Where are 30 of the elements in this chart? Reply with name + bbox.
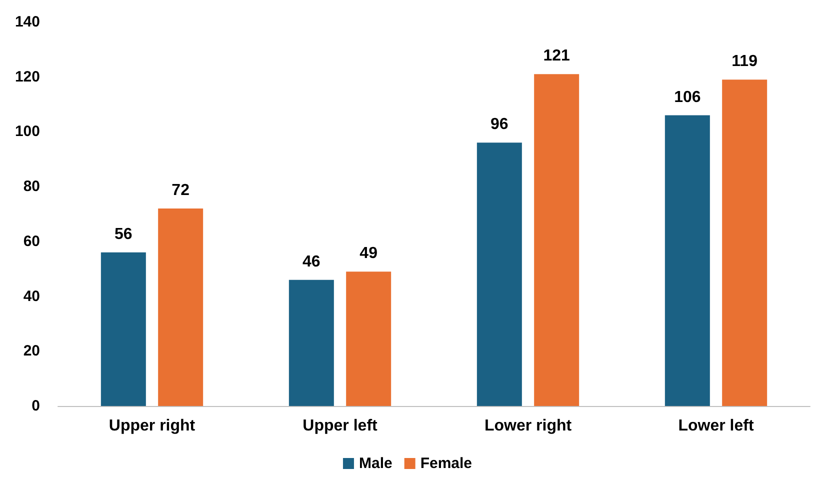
data-label: 119 <box>732 53 758 70</box>
y-tick-label: 60 <box>23 232 40 250</box>
bar <box>288 280 334 406</box>
bar <box>534 74 580 406</box>
bar <box>158 208 204 406</box>
x-tick-label: Upper left <box>302 418 378 434</box>
bar <box>100 252 146 406</box>
bar <box>476 142 522 406</box>
y-tick-label: 20 <box>23 342 40 360</box>
data-label: 106 <box>674 88 701 106</box>
x-tick-label: Lower right <box>484 418 572 434</box>
y-tick-label: 120 <box>14 68 40 86</box>
bar <box>346 272 392 406</box>
legend-label: Male <box>358 455 392 472</box>
y-tick-label: 80 <box>23 178 40 196</box>
data-label: 72 <box>172 182 190 200</box>
y-tick-label: 0 <box>32 398 40 414</box>
y-tick-label: 100 <box>14 123 40 140</box>
legend-label: Female <box>420 455 472 472</box>
x-tick-label: Upper right <box>108 418 196 434</box>
y-tick-label: 40 <box>23 288 40 305</box>
data-label: 46 <box>302 253 320 270</box>
data-label: 96 <box>490 116 508 134</box>
bar <box>722 80 768 406</box>
y-tick-label: 140 <box>14 14 40 30</box>
data-label: 121 <box>543 48 570 65</box>
data-label: 49 <box>360 245 378 262</box>
x-tick-label: Lower left <box>678 418 754 434</box>
bar <box>664 115 710 406</box>
data-label: 56 <box>114 226 132 243</box>
